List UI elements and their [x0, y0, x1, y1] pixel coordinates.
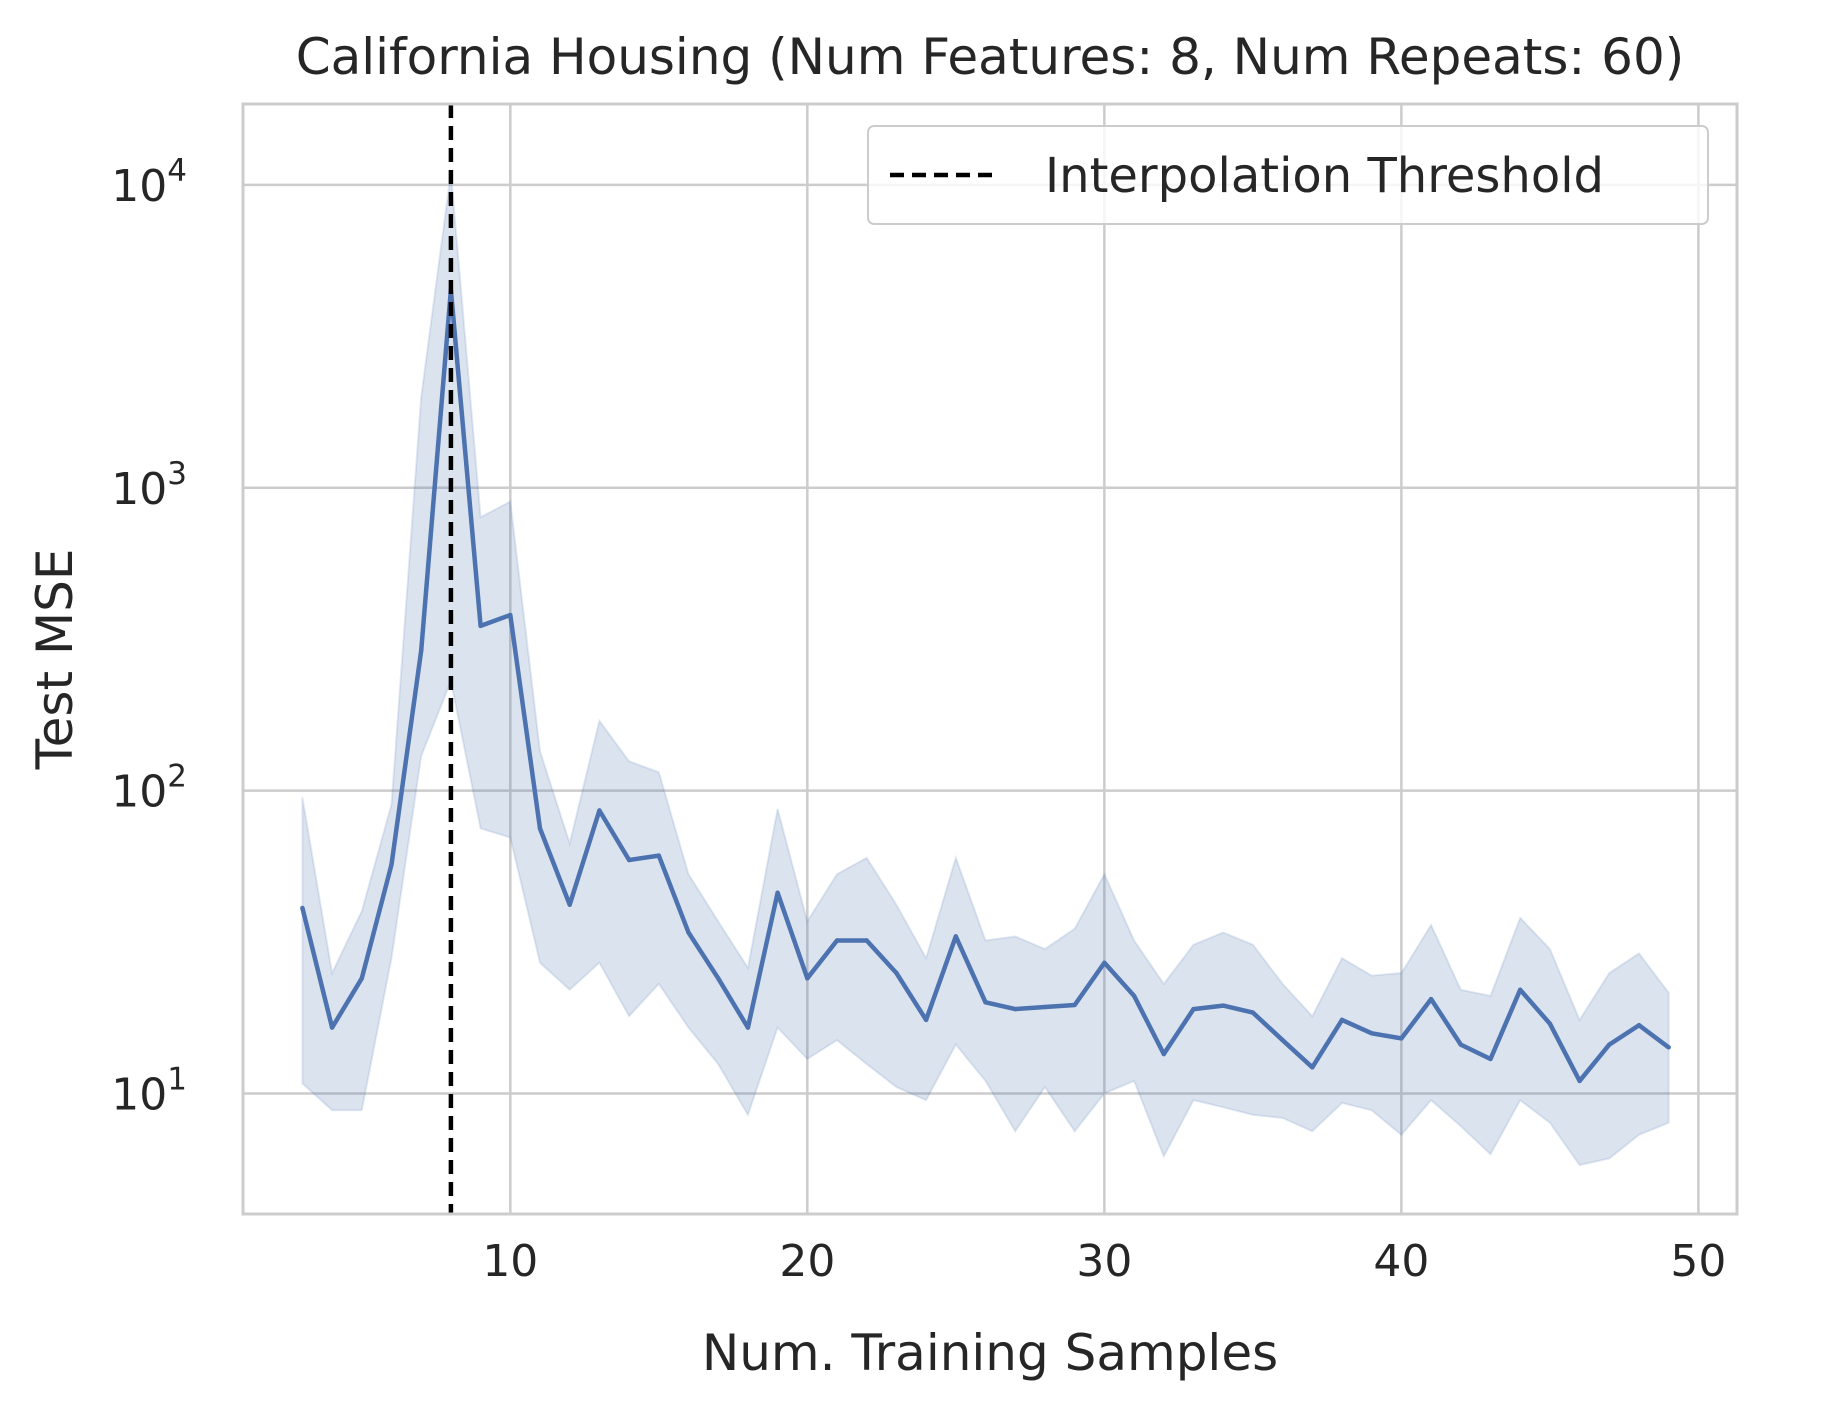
data-point — [1072, 1002, 1077, 1008]
data-point — [686, 930, 691, 935]
data-point — [983, 1000, 988, 1005]
legend: Interpolation Threshold — [867, 125, 1709, 225]
confidence-band — [301, 172, 1670, 1167]
data-point — [508, 612, 513, 618]
data-point — [300, 905, 305, 911]
data-point — [1517, 987, 1523, 992]
data-point — [626, 857, 632, 863]
data-point — [1131, 993, 1137, 999]
x-tick-label: 50 — [1670, 1236, 1726, 1287]
x-axis-label: Num. Training Samples — [702, 1324, 1278, 1382]
data-point — [359, 976, 365, 981]
data-point — [745, 1025, 751, 1030]
data-point — [478, 623, 483, 629]
data-point — [1428, 996, 1434, 1002]
data-point — [419, 648, 424, 653]
x-tick-label: 30 — [1076, 1236, 1132, 1287]
data-point — [1280, 1037, 1285, 1043]
data-point — [923, 1017, 929, 1023]
data-point — [1191, 1006, 1196, 1012]
data-point — [329, 1025, 335, 1030]
y-tick-exponent: 3 — [167, 456, 187, 492]
data-point — [1399, 1036, 1404, 1041]
y-tick-exponent: 1 — [167, 1061, 187, 1097]
data-point — [1042, 1004, 1048, 1010]
data-point — [1250, 1010, 1256, 1015]
y-axis-label: Test MSE — [26, 549, 84, 771]
data-point — [775, 890, 780, 895]
data-point — [716, 976, 721, 981]
y-tick-label: 103 — [111, 456, 187, 515]
data-point — [567, 902, 572, 907]
data-point — [1636, 1023, 1642, 1028]
data-point — [1339, 1017, 1345, 1023]
y-tick-exponent: 2 — [167, 759, 187, 795]
chart-title: California Housing (Num Features: 8, Num… — [296, 28, 1685, 86]
data-point — [894, 970, 899, 976]
data-point — [597, 808, 602, 813]
data-point — [1547, 1021, 1553, 1026]
data-point — [537, 826, 543, 831]
legend-box — [867, 125, 1709, 225]
data-point — [1013, 1006, 1018, 1012]
x-tick-label: 10 — [482, 1236, 538, 1287]
data-point — [953, 934, 959, 939]
data-point — [1310, 1065, 1315, 1070]
data-point — [1666, 1045, 1671, 1050]
data-point — [1458, 1042, 1463, 1047]
data-point — [1102, 960, 1107, 966]
data-point — [1220, 1003, 1226, 1008]
x-gridlines — [509, 104, 1700, 1214]
data-point — [1161, 1051, 1166, 1057]
data-point — [1369, 1031, 1374, 1036]
data-point — [1577, 1078, 1582, 1084]
y-tick-exponent: 4 — [167, 153, 187, 189]
x-tick-label: 40 — [1373, 1236, 1429, 1287]
data-point — [1488, 1056, 1493, 1062]
data-point — [864, 938, 869, 943]
data-point — [834, 938, 840, 943]
x-tick-label: 20 — [779, 1236, 835, 1287]
data-point — [805, 976, 810, 981]
plot-frame — [241, 102, 1739, 1216]
data-point — [389, 862, 394, 867]
data-point — [1607, 1042, 1612, 1047]
x-tick-labels: 10 20 30 40 50 — [482, 1236, 1726, 1287]
data-point — [656, 853, 662, 858]
legend-label: Interpolation Threshold — [1045, 148, 1604, 204]
